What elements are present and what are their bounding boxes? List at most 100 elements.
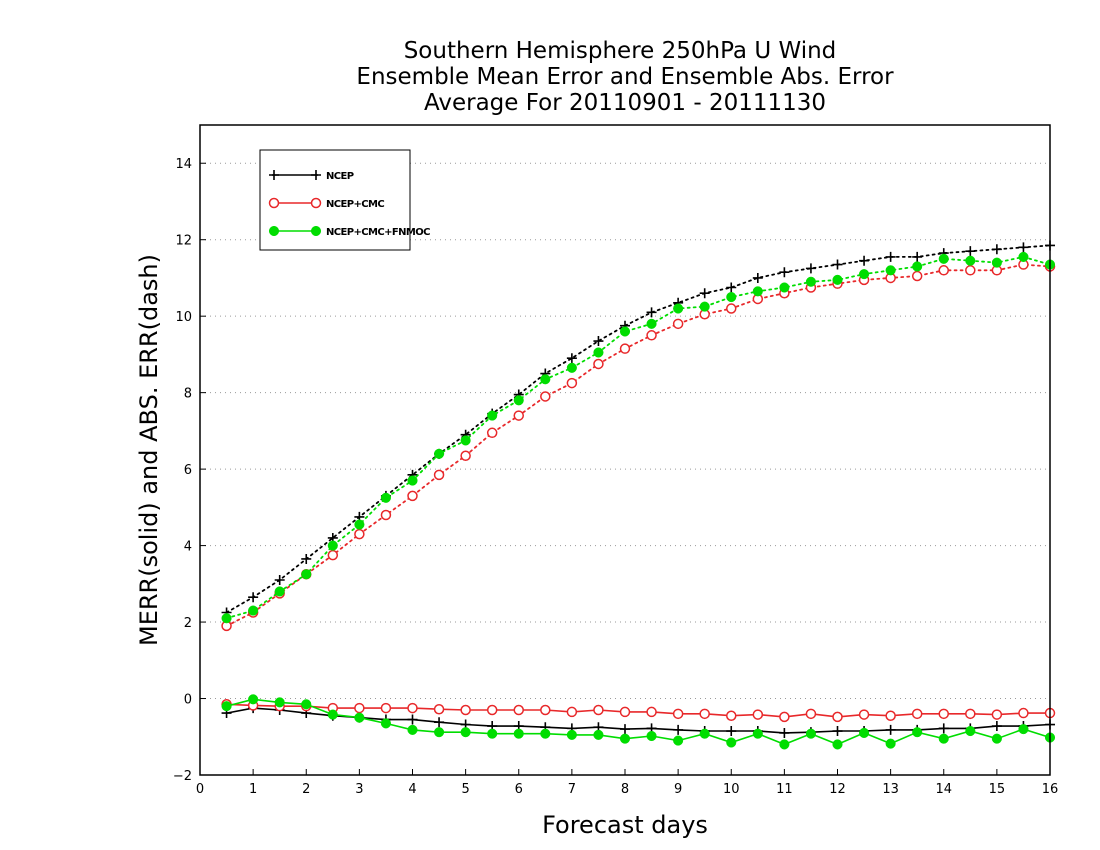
abs-error-point (487, 410, 498, 421)
abs-error-point (221, 613, 232, 624)
abs-error-point (726, 292, 737, 303)
abs-error-point (1018, 242, 1029, 253)
abs-error-point (301, 553, 312, 564)
mean-error-point (301, 699, 312, 710)
mean-error-point (832, 726, 843, 737)
y-tick-label: 0 (184, 693, 192, 708)
series-3 (221, 251, 1056, 750)
mean-error-point (460, 727, 471, 738)
y-tick-label: 2 (184, 616, 192, 631)
abs-error-point (540, 391, 551, 402)
abs-error-point (912, 261, 923, 272)
legend-marker (268, 197, 280, 209)
mean-error-point (885, 738, 896, 749)
x-tick-label: 7 (568, 782, 576, 797)
abs-error-point (407, 490, 418, 502)
abs-error-point (991, 244, 1002, 255)
abs-error-point (805, 276, 816, 287)
legend-marker (268, 225, 280, 237)
title-line-2: Ensemble Mean Error and Ensemble Abs. Er… (356, 64, 894, 90)
abs-error-point (646, 330, 657, 341)
abs-error-point (912, 251, 923, 262)
mean-error-point (779, 739, 790, 750)
mean-error-point (911, 708, 923, 720)
abs-error-point (779, 267, 790, 278)
mean-error-point (1018, 707, 1029, 719)
y-tick-label: 10 (175, 310, 192, 325)
y-tick-label: 6 (184, 463, 192, 478)
abs-error-point (965, 265, 976, 276)
legend-label: NCEP+CMC+FNMOC (326, 227, 430, 238)
abs-error-point (433, 469, 445, 481)
abs-error-point (885, 265, 896, 276)
mean-error-point (566, 729, 577, 740)
abs-error-point (407, 475, 418, 486)
abs-error-point (646, 318, 657, 329)
mean-error-point (1018, 724, 1029, 735)
abs-error-point (726, 303, 737, 314)
series-2 (221, 259, 1056, 723)
mean-error-point (938, 733, 949, 744)
x-tick-label: 2 (302, 782, 310, 797)
mean-error-point (991, 733, 1002, 744)
abs-error-point (965, 255, 976, 266)
x-tick-label: 15 (989, 782, 1006, 797)
mean-error-point (619, 706, 631, 718)
x-tick-label: 4 (408, 782, 416, 797)
mean-error-point (619, 733, 631, 744)
x-tick-label: 11 (776, 782, 793, 797)
abs-error-point (354, 519, 365, 530)
abs-error-point (248, 592, 259, 603)
mean-error-point (832, 711, 843, 723)
mean-error-point (513, 728, 524, 739)
x-tick-label: 16 (1042, 782, 1059, 797)
legend-item: NCEP (269, 170, 354, 182)
mean-error-point (354, 712, 365, 723)
y-tick-label: 14 (175, 157, 192, 172)
mean-error-point (646, 706, 657, 718)
abs-error-point (752, 286, 763, 297)
mean-error-point (912, 727, 923, 738)
abs-error-point (1018, 251, 1029, 262)
mean-error-point (965, 725, 976, 737)
abs-error-point (619, 326, 631, 337)
abs-error-point (859, 269, 870, 280)
mean-error-point (540, 704, 551, 716)
abs-error-point (380, 509, 392, 521)
mean-error-point (805, 708, 817, 720)
mean-error-point (726, 737, 737, 748)
mean-error-point (726, 726, 737, 737)
mean-error-point (938, 708, 949, 720)
x-tick-label: 8 (621, 782, 629, 797)
mean-error-point (991, 721, 1002, 732)
title-line-1: Southern Hemisphere 250hPa U Wind (404, 38, 837, 64)
legend-marker (310, 225, 322, 237)
mean-error-point (434, 727, 445, 738)
mean-error-point (274, 697, 285, 708)
abs-error-point (885, 251, 896, 262)
x-tick-label: 14 (935, 782, 952, 797)
mean-error-point (858, 709, 870, 720)
mean-error-point (779, 711, 790, 723)
legend-label: NCEP+CMC (326, 199, 384, 210)
abs-error-point (752, 272, 763, 283)
x-tick-label: 1 (249, 782, 257, 797)
mean-error-line (226, 703, 1050, 718)
mean-error-point (832, 739, 843, 750)
mean-error-point (885, 724, 896, 735)
abs-error-point (248, 605, 259, 616)
abs-error-point (832, 274, 843, 285)
mean-error-point (752, 728, 763, 739)
legend-marker (311, 170, 321, 180)
y-tick-label: 8 (184, 387, 192, 402)
mean-error-point (248, 694, 259, 705)
y-axis-label: MERR(solid) and ABS. ERR(dash) (135, 254, 163, 646)
mean-error-point (699, 708, 710, 720)
mean-error-point (752, 709, 764, 720)
abs-error-point (593, 358, 604, 370)
abs-error-point (779, 282, 790, 293)
mean-error-point (673, 735, 684, 746)
mean-error-point (354, 702, 365, 714)
mean-error-point (380, 718, 391, 729)
